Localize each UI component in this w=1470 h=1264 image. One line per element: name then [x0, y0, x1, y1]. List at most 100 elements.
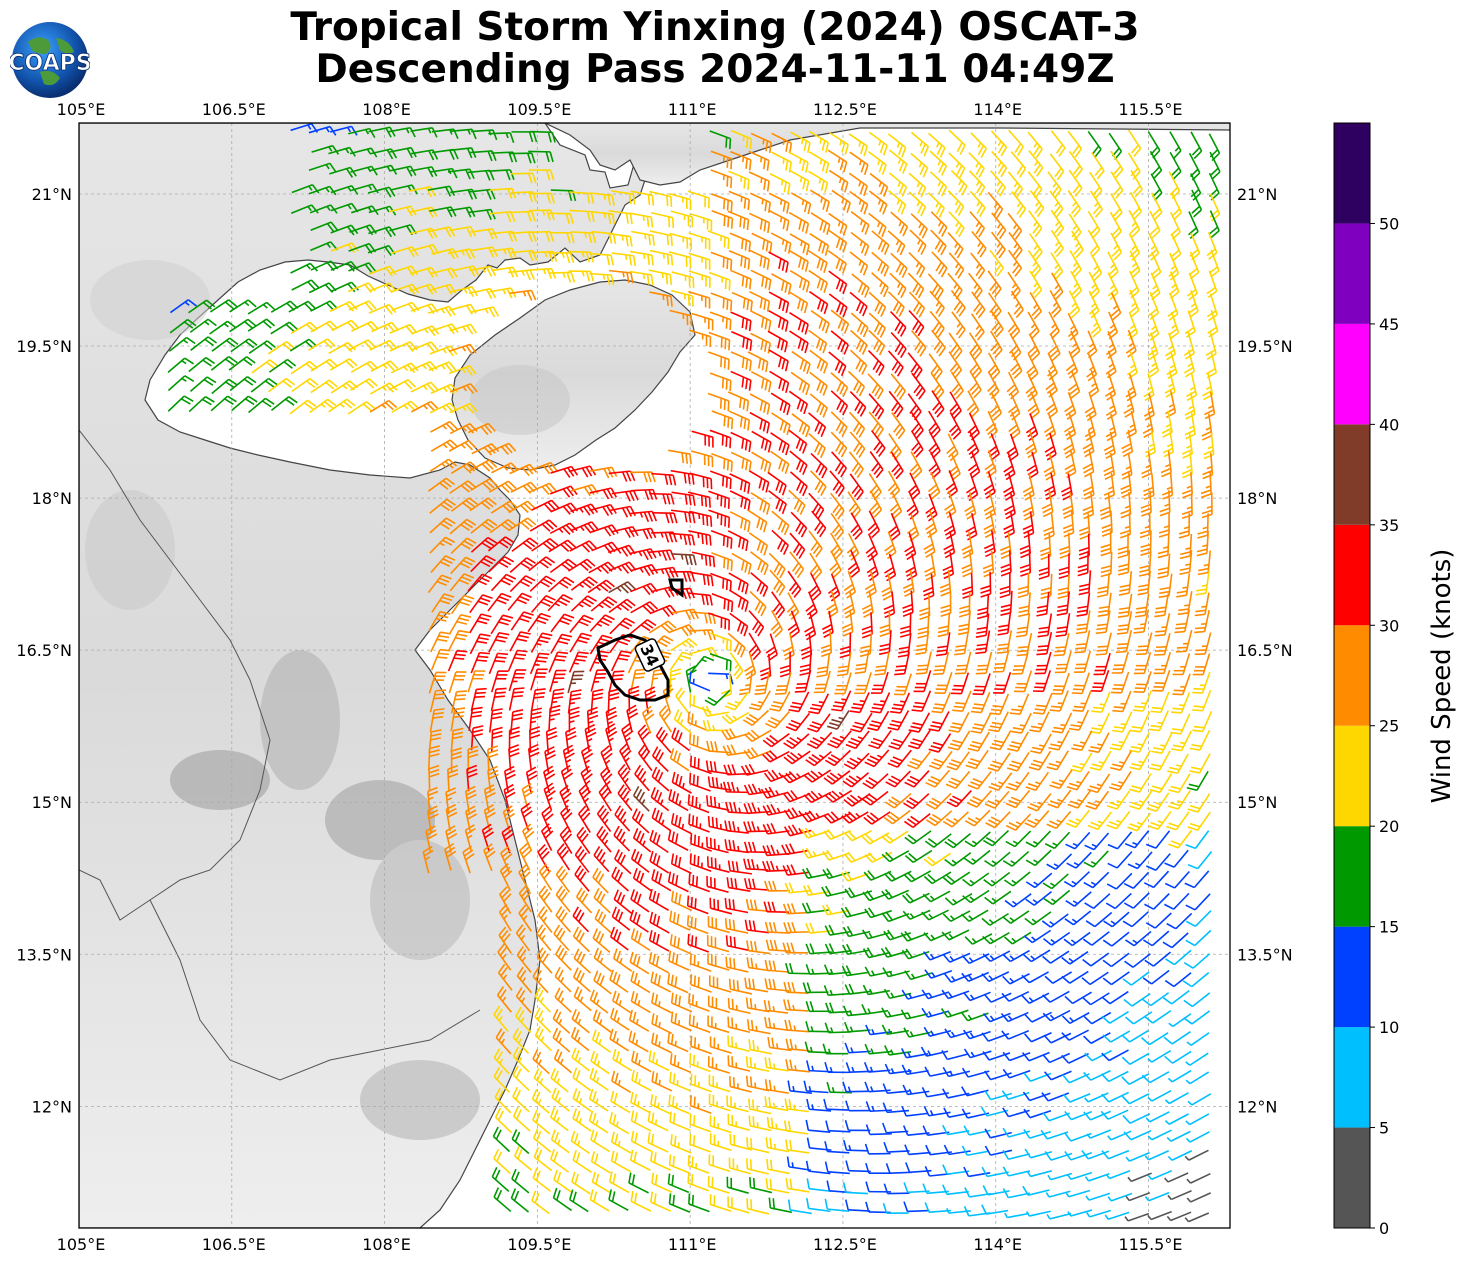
- wind-barb: [367, 186, 396, 198]
- wind-barb: [1110, 193, 1123, 221]
- wind-barb: [969, 190, 986, 218]
- wind-barb: [750, 269, 772, 291]
- wind-barb: [590, 210, 616, 225]
- wind-barb: [1011, 191, 1027, 218]
- wind-barb: [1069, 250, 1082, 278]
- lon-tick-label-top: 114°E: [973, 100, 1022, 119]
- lon-tick-label-bottom: 111°E: [668, 1235, 717, 1254]
- wind-barb: [1090, 253, 1103, 282]
- land-mainland: [79, 123, 651, 1228]
- wind-barb: [908, 291, 926, 318]
- wind-barb: [549, 271, 576, 283]
- wind-barb: [888, 189, 907, 215]
- lon-tick-label-bottom: 105°E: [57, 1235, 106, 1254]
- wind-barb: [670, 210, 694, 228]
- wind-barb: [707, 230, 730, 249]
- wind-barb: [1110, 292, 1122, 321]
- wind-barb: [930, 211, 948, 237]
- wind-barb: [829, 132, 849, 155]
- lon-tick-label-top: 111°E: [668, 100, 717, 119]
- lon-tick-label-top: 112.5°E: [813, 100, 877, 119]
- wind-barb: [468, 188, 496, 200]
- lon-tick-label-top: 108°E: [362, 100, 411, 119]
- wind-barb: [850, 211, 870, 235]
- wind-barb: [929, 290, 945, 318]
- wind-barb: [188, 299, 216, 314]
- wind-barb: [1051, 272, 1064, 301]
- wind-barb: [910, 213, 928, 239]
- wind-barb: [1130, 169, 1143, 198]
- wind-barb: [970, 252, 986, 280]
- colorbar-bin: [1334, 323, 1370, 425]
- wind-barb: [1191, 189, 1203, 218]
- wind-barb: [790, 192, 812, 215]
- wind-barb: [468, 208, 496, 220]
- wind-barb: [969, 211, 986, 238]
- wind-barb: [887, 230, 906, 256]
- wind-barb: [789, 233, 810, 256]
- wind-barb: [947, 190, 965, 216]
- wind-barb: [808, 250, 828, 273]
- wind-barb: [509, 210, 536, 222]
- wind-barb: [649, 190, 673, 207]
- wind-barb: [710, 251, 733, 271]
- wind-barb: [649, 291, 673, 307]
- wind-barb: [868, 131, 888, 156]
- wind-barb: [310, 221, 339, 233]
- wind-barb: [927, 273, 944, 300]
- wind-barb: [631, 230, 655, 246]
- wind-barb: [889, 149, 908, 174]
- wind-barb: [468, 265, 497, 277]
- country-border-2: [149, 899, 481, 1081]
- wind-barb: [1129, 250, 1141, 279]
- wind-barb: [671, 289, 694, 307]
- lat-tick-label-left: 19.5°N: [16, 337, 72, 356]
- wind-barb: [390, 246, 419, 258]
- wind-barb: [688, 232, 711, 250]
- wind-barb: [1127, 152, 1141, 180]
- wind-barb: [1049, 289, 1062, 318]
- colorbar-bin: [1334, 625, 1370, 726]
- wind-barb: [808, 269, 828, 293]
- wind-barb: [1029, 291, 1042, 320]
- wind-barb: [429, 206, 457, 218]
- wind-barb: [768, 209, 790, 232]
- wind-barb: [710, 169, 733, 189]
- wind-barb: [649, 249, 674, 266]
- wind-barb: [788, 290, 809, 314]
- wind-barb: [1029, 270, 1043, 299]
- wind-barb: [608, 209, 633, 225]
- wind-barb: [331, 281, 360, 293]
- lon-tick-label-bottom: 115.5°E: [1119, 1235, 1183, 1254]
- wind-barb: [529, 267, 557, 279]
- wind-barb: [1008, 249, 1023, 277]
- wind-barb: [690, 213, 713, 231]
- wind-barb: [1028, 150, 1044, 177]
- wind-barb: [430, 267, 458, 279]
- wind-barb: [1109, 211, 1122, 240]
- wind-barb: [950, 289, 966, 317]
- lat-tick-label-left: 16.5°N: [16, 641, 72, 660]
- lon-tick-label-bottom: 106.5°E: [202, 1235, 266, 1254]
- wind-barb: [470, 246, 498, 258]
- wind-barb: [971, 291, 986, 319]
- colorbar-tick-label: 10: [1379, 1018, 1399, 1037]
- colorbar-bin: [1334, 1027, 1370, 1128]
- country-border: [79, 429, 271, 921]
- lon-tick-label-bottom: 112.5°E: [813, 1235, 877, 1254]
- wind-barb: [688, 252, 711, 271]
- wind-barb: [1029, 233, 1043, 261]
- wind-barb: [849, 151, 869, 175]
- wind-barb: [630, 250, 654, 266]
- wind-barb: [1190, 173, 1202, 201]
- wind-barb: [629, 212, 654, 228]
- wind-barb: [828, 270, 848, 295]
- wind-barb: [710, 292, 733, 312]
- wind-barb: [1007, 171, 1024, 198]
- wind-barb: [1028, 210, 1043, 238]
- wind-barb: [1170, 233, 1182, 262]
- wind-barb: [808, 170, 829, 193]
- map-area: 34: [79, 123, 1230, 1228]
- wind-barb: [1209, 151, 1221, 180]
- lat-tick-label-left: 15°N: [32, 793, 72, 812]
